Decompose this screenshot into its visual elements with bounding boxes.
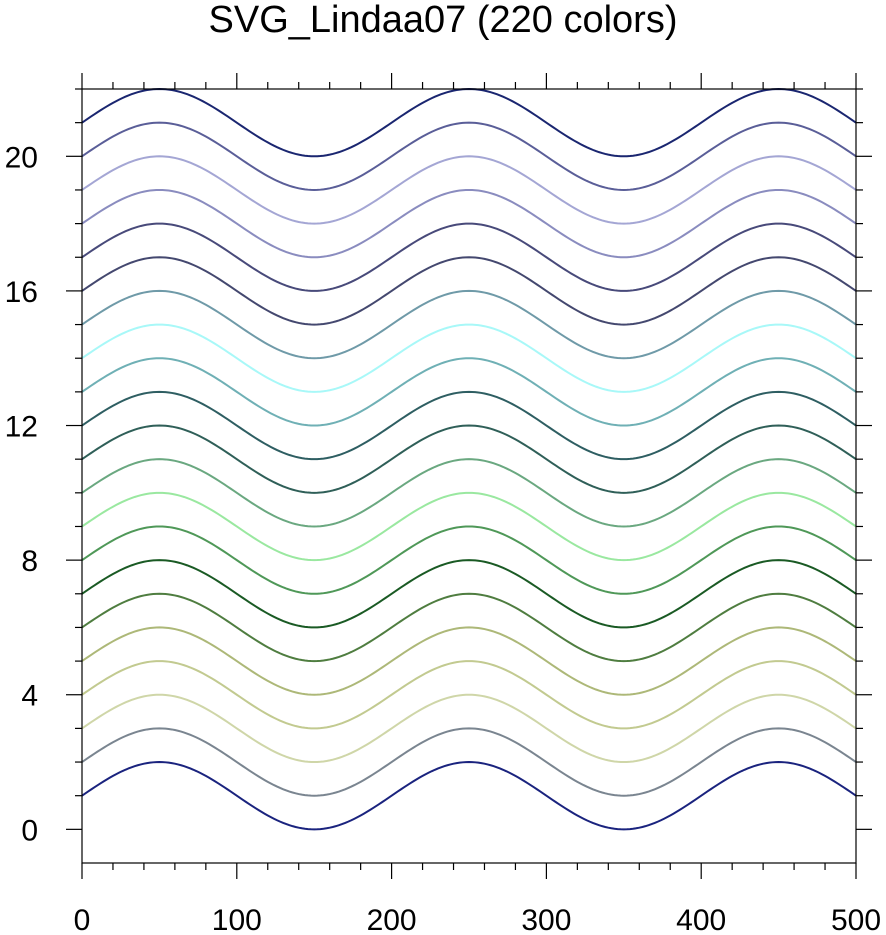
series-line-4 [81, 660, 857, 730]
lines-layer [81, 87, 857, 831]
series-line-1 [81, 761, 857, 831]
y-tick-label: 16 [5, 276, 38, 309]
series-line-9 [81, 491, 857, 562]
series-line-3 [81, 693, 857, 764]
series-line-8 [81, 525, 857, 595]
series-line-11 [81, 424, 857, 494]
y-tick-label: 4 [21, 680, 38, 713]
plot-frame [81, 88, 857, 864]
series-line-20 [81, 121, 857, 191]
x-tick-label: 0 [74, 904, 91, 935]
series-line-5 [81, 626, 857, 696]
series-line-14 [81, 323, 857, 393]
x-tick-label: 500 [831, 904, 881, 935]
x-tick-label: 100 [212, 904, 262, 935]
series-line-2 [81, 727, 857, 797]
y-tick-label: 20 [5, 141, 38, 174]
series-line-7 [81, 559, 857, 629]
series-line-19 [81, 155, 857, 225]
chart-title: SVG_Lindaa07 (220 colors) [208, 0, 678, 41]
series-line-6 [81, 592, 857, 663]
series-line-16 [81, 256, 857, 326]
labels-layer: 0 100 200 300 400 500 0 4 8 12 16 20 [5, 141, 881, 935]
x-tick-label: 400 [676, 904, 726, 935]
x-tick-label: 300 [521, 904, 571, 935]
y-tick-label: 8 [21, 545, 38, 578]
series-line-13 [81, 357, 857, 427]
series-line-15 [81, 289, 857, 360]
series-line-12 [81, 390, 857, 461]
series-line-18 [81, 188, 857, 259]
y-tick-label: 0 [21, 814, 38, 847]
series-line-17 [81, 222, 857, 292]
y-tick-label: 12 [5, 411, 38, 444]
ticks-layer [66, 73, 872, 879]
series-line-10 [81, 458, 857, 528]
x-tick-label: 200 [367, 904, 417, 935]
